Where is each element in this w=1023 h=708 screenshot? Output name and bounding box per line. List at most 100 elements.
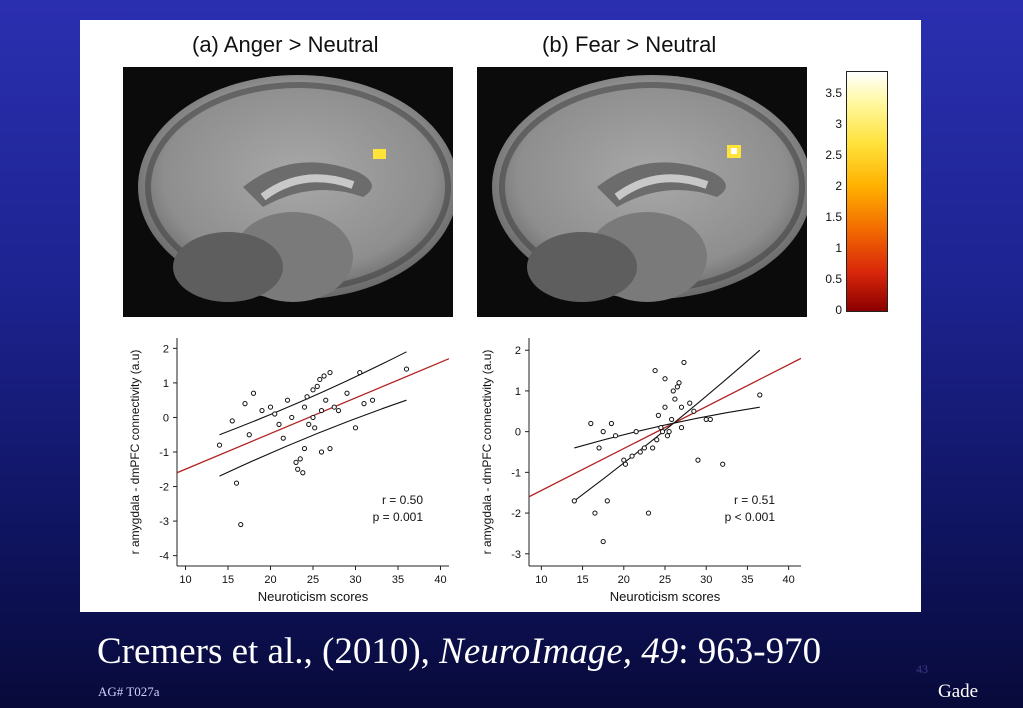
y-tick-label: 1 (163, 378, 169, 390)
data-point (676, 380, 682, 386)
stats-label: p < 0.001 (725, 510, 776, 524)
stats-label: r = 0.50 (382, 493, 423, 507)
slide-id: AG# T027a (98, 684, 160, 699)
scatter-plot-anger: 2 1 0 -1 -2 -3 -4 10 15 20 25 30 35 40 Neuroticism sco… (125, 330, 455, 607)
y-tick-label: -2 (159, 482, 169, 494)
y-tick-label: 0 (163, 412, 169, 424)
data-point (695, 457, 701, 463)
data-point (622, 461, 629, 467)
x-tick-label: 25 (307, 574, 319, 586)
data-point (403, 366, 410, 372)
data-point (672, 396, 678, 402)
data-point (259, 407, 265, 414)
colorbar-tick-label: 3.5 (825, 85, 842, 100)
data-point (310, 387, 316, 393)
panel-a-title: (a) Anger > Neutral (192, 32, 379, 57)
data-point (238, 521, 244, 528)
y-axis-label: r amygdala - dmPFC connectivity (a.u) (480, 350, 494, 555)
x-tick-label: 30 (700, 574, 712, 586)
regression-line (529, 357, 801, 498)
data-point (703, 416, 709, 423)
data-point (608, 420, 615, 427)
data-point (637, 449, 643, 455)
data-point (654, 437, 660, 443)
x-tick-label: 40 (783, 574, 795, 586)
data-point (306, 421, 312, 427)
stats-label: p = 0.001 (373, 510, 424, 524)
data-point (216, 442, 223, 448)
data-point (658, 424, 664, 431)
data-point (276, 421, 282, 427)
data-point (612, 433, 619, 439)
data-point (678, 404, 685, 410)
data-point (318, 407, 325, 414)
x-axis-label: Neuroticism scores (258, 589, 369, 602)
data-point (707, 416, 713, 423)
data-point (335, 407, 342, 414)
data-point (293, 459, 299, 465)
colorbar (846, 71, 888, 312)
x-tick-label: 35 (392, 574, 404, 586)
data-point (687, 400, 693, 406)
data-point (280, 435, 286, 441)
data-point (300, 470, 306, 476)
data-point (295, 466, 301, 472)
x-tick-label: 20 (264, 574, 276, 586)
data-point (592, 510, 598, 516)
colorbar-tick-label: 0.5 (825, 271, 842, 286)
data-point (312, 425, 318, 431)
citation-prefix: Cremers et al., (2010), (97, 631, 440, 672)
data-point (652, 367, 658, 374)
plot-area (529, 349, 801, 502)
page-number: 43 (916, 662, 928, 676)
x-tick-label: 30 (349, 574, 361, 586)
y-tick-label: -3 (159, 516, 169, 528)
data-point (662, 404, 668, 410)
data-point (304, 394, 310, 400)
x-tick-label: 15 (222, 574, 234, 586)
data-point (664, 433, 671, 439)
data-point (588, 420, 594, 427)
data-point (600, 538, 606, 545)
data-point (344, 390, 350, 396)
y-tick-label: 0 (515, 427, 521, 439)
scatter-plot-fear: 2 1 0 -1 -2 -3 10 15 20 25 30 35 40 Neuroticism score… (477, 330, 807, 607)
data-point (604, 498, 610, 504)
stats-label: r = 0.51 (734, 493, 775, 507)
confidence-band-lower (219, 399, 407, 477)
data-point (596, 445, 602, 451)
data-point (662, 376, 668, 382)
data-point (681, 359, 687, 366)
y-tick-label: -1 (159, 447, 169, 459)
data-point (297, 456, 303, 462)
data-point (318, 449, 325, 455)
confidence-band-upper (574, 349, 761, 502)
data-point (317, 376, 323, 383)
data-point (352, 425, 359, 431)
y-tick-label: 1 (515, 386, 521, 398)
data-point (629, 453, 635, 459)
x-tick-label: 25 (659, 574, 671, 586)
y-tick-label: 2 (515, 345, 521, 357)
figure-panel: (a) Anger > Neutral (b) Fear > Neutral (80, 20, 921, 612)
data-point (361, 401, 367, 407)
data-point (267, 404, 274, 410)
activation-blob-anger (373, 149, 386, 159)
brain-image-fear (477, 67, 807, 317)
data-point (571, 498, 577, 504)
data-point (233, 480, 240, 486)
data-point (327, 369, 333, 376)
colorbar-tick-label: 3 (835, 116, 842, 131)
x-axis-label: Neuroticism scores (610, 589, 721, 602)
y-tick-label: -1 (511, 467, 521, 479)
data-point (331, 404, 337, 410)
data-point (678, 424, 685, 431)
data-point (633, 429, 639, 435)
data-point (645, 510, 652, 516)
data-point (289, 414, 295, 421)
citation-journal: NeuroImage, 49 (439, 631, 679, 672)
confidence-band-upper (219, 351, 407, 436)
y-axis-label: r amygdala - dmPFC connectivity (a.u) (128, 350, 142, 555)
data-point (323, 397, 329, 403)
colorbar-tick-label: 1.5 (825, 209, 842, 224)
